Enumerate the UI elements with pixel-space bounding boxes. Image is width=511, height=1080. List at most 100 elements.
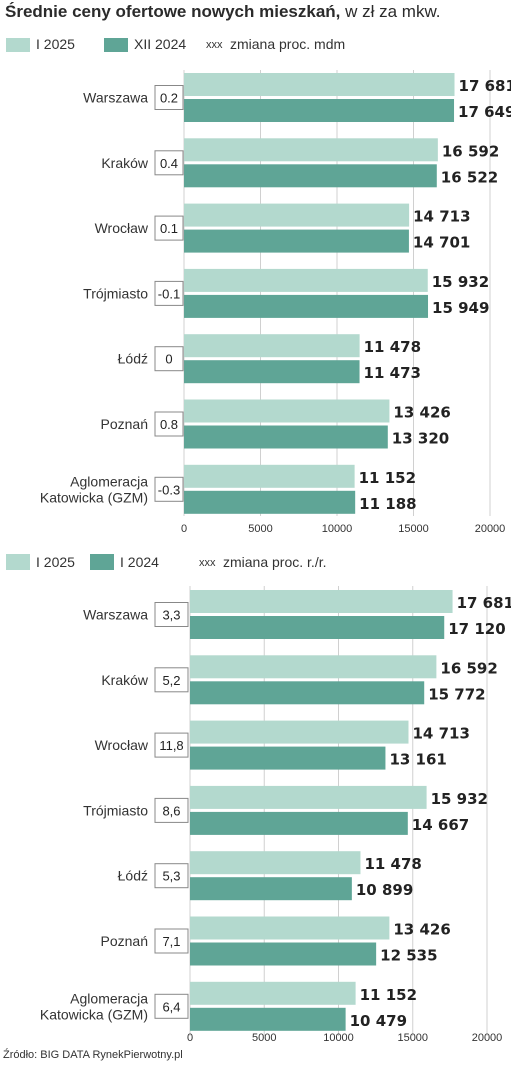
legend-swatch-1 — [104, 38, 128, 52]
change-value: 5,3 — [162, 869, 180, 884]
change-box — [154, 85, 184, 110]
category-label: Warszawa — [83, 607, 148, 623]
x-tick-label: 0 — [181, 523, 187, 535]
data-label: 14 701 — [413, 234, 470, 252]
data-label: 13 161 — [389, 751, 446, 769]
bar-series2 — [190, 1007, 346, 1031]
change-value: -0.1 — [158, 286, 180, 301]
x-tick-label: 0 — [187, 1032, 193, 1044]
x-tick-label: 15000 — [398, 523, 429, 535]
bar-series1 — [190, 720, 409, 744]
chart-title-bold: Średnie ceny ofertowe nowych mieszkań, — [5, 2, 341, 21]
bar-series2 — [190, 811, 408, 835]
data-label: 17 120 — [448, 620, 505, 638]
chart-rr: I 2025 I 2024 xxx zmiana proc. r./r. 0 5000 10… — [6, 554, 511, 1044]
bar-series1 — [184, 138, 438, 162]
change-value: 0.4 — [160, 156, 178, 171]
legend-label: I 2025 — [36, 36, 75, 52]
bar-series2 — [184, 425, 388, 449]
category-label: Trójmiasto — [83, 802, 148, 818]
change-box — [154, 863, 189, 889]
chart-title: Średnie ceny ofertowe nowych mieszkań, w… — [5, 0, 441, 24]
bar-series1 — [184, 334, 360, 358]
category-label: Wrocław — [95, 220, 149, 236]
change-value: 3,3 — [162, 608, 180, 623]
data-label: 13 426 — [393, 404, 450, 422]
bar-series2 — [184, 229, 409, 253]
data-label: 10 899 — [356, 881, 413, 899]
change-box — [154, 732, 189, 758]
x-tick-label: 15000 — [397, 1032, 428, 1044]
change-box — [154, 215, 184, 241]
bar-series1 — [184, 73, 455, 96]
data-label: 14 713 — [412, 725, 469, 743]
category-label: Kraków — [101, 155, 149, 171]
data-label: 17 681 — [459, 77, 511, 95]
data-label: 17 681 — [457, 594, 511, 612]
category-label: Poznań — [101, 416, 148, 432]
data-label: 10 479 — [350, 1012, 407, 1030]
bar-series1 — [184, 399, 390, 423]
change-box — [154, 797, 189, 823]
category-label: Trójmiasto — [83, 285, 148, 301]
change-value: 6,4 — [162, 999, 180, 1014]
data-label: 15 932 — [432, 273, 489, 291]
change-value: 0.2 — [160, 91, 178, 106]
bar-series2 — [184, 490, 356, 514]
data-label: 14 713 — [413, 208, 470, 226]
change-box — [154, 411, 184, 437]
change-value: 11,8 — [159, 738, 183, 753]
legend-swatch-1 — [90, 554, 114, 570]
bar-series1 — [184, 268, 428, 292]
x-tick-label: 5000 — [252, 1032, 276, 1044]
bar-series2 — [190, 681, 425, 705]
change-box — [154, 150, 184, 176]
change-box — [154, 667, 189, 693]
data-label: 11 478 — [364, 855, 421, 873]
change-box — [154, 993, 189, 1019]
legend-swatch-0 — [6, 38, 30, 52]
chart-title-unit: w zł za mkw. — [340, 2, 441, 21]
legend-swatch-0 — [6, 554, 30, 570]
bar-series2 — [184, 360, 360, 384]
legend-change-symbol: xxx — [199, 557, 216, 569]
source-note: Źródło: BIG DATA RynekPierwotny.pl — [3, 1049, 183, 1061]
bar-series1 — [190, 785, 427, 809]
data-label: 16 592 — [442, 142, 499, 160]
data-label: 11 473 — [364, 364, 421, 382]
bar-series1 — [190, 851, 361, 875]
category-label: Warszawa — [83, 90, 148, 106]
legend-change-label: zmiana proc. r./r. — [223, 554, 326, 570]
category-label: Kraków — [101, 672, 149, 688]
bar-series2 — [184, 294, 429, 318]
legend-label: XII 2024 — [134, 36, 186, 52]
change-box — [154, 602, 189, 627]
data-label: 15 772 — [428, 685, 485, 703]
data-label: 13 320 — [392, 430, 449, 448]
change-value: 5,2 — [162, 673, 180, 688]
legend-change-label: zmiana proc. mdm — [230, 36, 345, 52]
legend-label: I 2025 — [36, 554, 75, 570]
category-label: Wrocław — [95, 737, 149, 753]
change-value: 7,1 — [162, 934, 180, 949]
x-tick-label: 10000 — [322, 523, 353, 535]
bar-series1 — [190, 981, 356, 1005]
x-tick-label: 5000 — [248, 523, 272, 535]
bar-series2 — [190, 746, 386, 770]
bar-series2 — [184, 164, 437, 188]
data-label: 11 478 — [364, 338, 421, 356]
bar-series1 — [190, 590, 453, 613]
data-label: 11 152 — [359, 469, 416, 487]
change-box — [154, 280, 184, 306]
category-label: Poznań — [101, 933, 148, 949]
data-label: 13 426 — [393, 921, 450, 939]
category-label: Łódź — [118, 351, 148, 367]
data-label: 15 949 — [432, 299, 489, 317]
bar-series2 — [190, 942, 377, 966]
change-value: 8,6 — [162, 803, 180, 818]
data-label: 11 152 — [360, 986, 417, 1004]
category-label: Aglomeracja Katowicka (GZM) — [40, 990, 148, 1022]
change-value: 0.1 — [160, 221, 178, 236]
bar-series2 — [184, 99, 455, 122]
data-label: 14 667 — [412, 816, 469, 834]
